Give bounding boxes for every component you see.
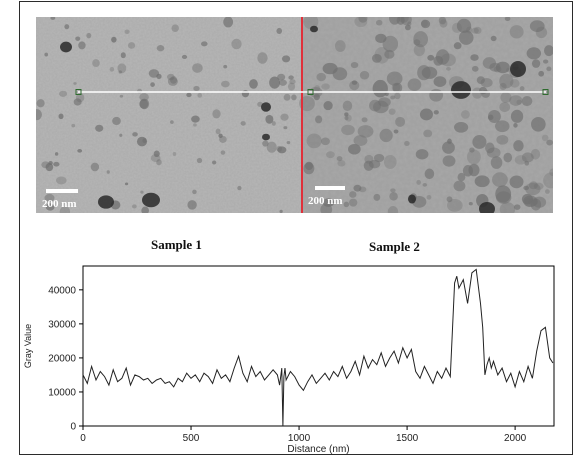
tem-micrograph-image <box>36 17 553 213</box>
line-profile-start-handle <box>75 89 82 95</box>
x-axis-label: Distance (nm) <box>287 444 349 455</box>
y-tick-label: 20000 <box>48 353 76 364</box>
gray-value-profile-chart: 0 500 1000 1500 2000 0 10000 20000 30000 40000 D… <box>20 260 574 456</box>
gray-value-series-line <box>82 268 554 427</box>
line-profile-end-handle <box>542 89 549 95</box>
x-tick-label: 1500 <box>396 433 419 444</box>
scale-bar-left-label: 200 nm <box>42 198 77 210</box>
figure-frame: 200 nm 200 nm Sample 1 Sample 2 0 500 1000… <box>19 1 573 455</box>
scale-bar-right-label: 200 nm <box>308 195 343 207</box>
x-tick-label: 1000 <box>288 433 311 444</box>
y-tick-label: 10000 <box>48 387 76 398</box>
tem-micrograph: 200 nm 200 nm <box>36 17 553 213</box>
y-tick-label: 40000 <box>48 285 76 296</box>
x-axis-ticks: 0 500 1000 1500 2000 <box>80 426 527 444</box>
y-tick-label: 30000 <box>48 319 76 330</box>
line-profile-mid-handle <box>307 89 314 95</box>
y-axis-label: Gray Value <box>23 324 33 368</box>
y-tick-label: 0 <box>70 422 76 433</box>
scale-bar-left <box>46 189 78 193</box>
x-tick-label: 0 <box>80 433 86 444</box>
plot-area-border <box>82 265 555 427</box>
profile-chart-svg: 0 500 1000 1500 2000 0 10000 20000 30000 40000 D… <box>23 265 555 455</box>
sample-2-label: Sample 2 <box>369 239 420 254</box>
x-tick-label: 2000 <box>504 433 527 444</box>
x-tick-label: 500 <box>183 433 200 444</box>
sample-1-label: Sample 1 <box>151 237 202 252</box>
scale-bar-right <box>315 186 345 190</box>
tem-particles <box>36 17 553 213</box>
y-axis-ticks: 0 10000 20000 30000 40000 <box>48 285 83 433</box>
